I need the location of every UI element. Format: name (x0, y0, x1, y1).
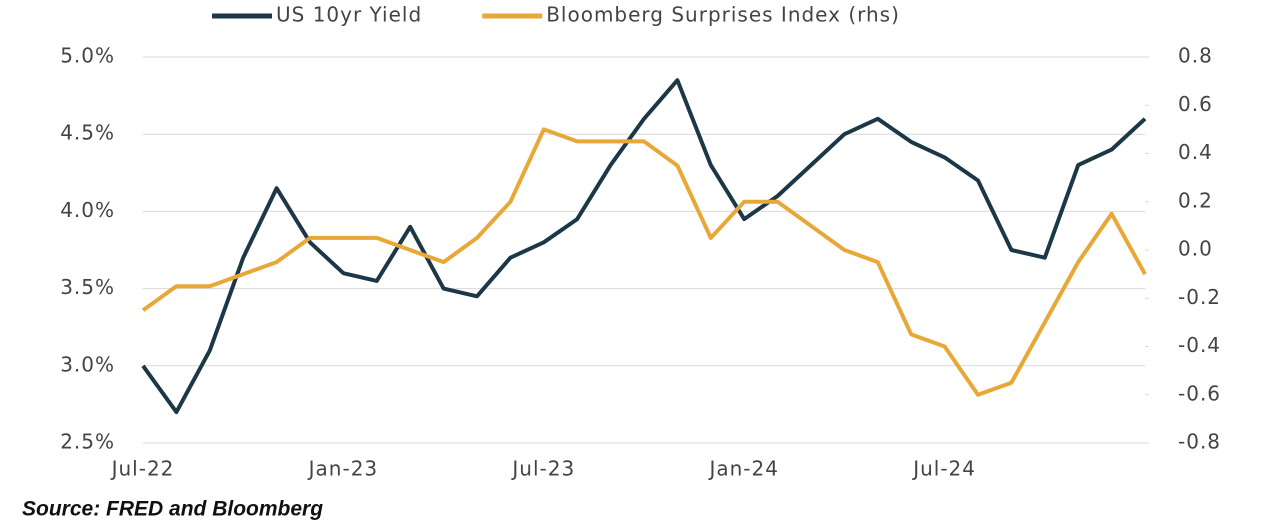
series-line (141, 127, 1147, 397)
y-tick-label: 4.0% (60, 198, 115, 222)
legend-label: Bloomberg Surprises Index (rhs) (546, 3, 900, 27)
x-tick-label: Jul-24 (911, 457, 976, 481)
y2-tick-label: 0.6 (1178, 92, 1213, 116)
x-tick-label: Jul-23 (510, 457, 575, 481)
y2-tick-label: 0.0 (1178, 237, 1213, 261)
y2-tick-label: -0.2 (1178, 285, 1221, 309)
y-tick-label: 2.5% (60, 430, 115, 454)
y-tick-label: 5.0% (60, 44, 115, 68)
y-tick-label: 3.0% (60, 352, 115, 376)
y2-tick-label: -0.6 (1178, 381, 1221, 405)
y2-tick-label: -0.8 (1178, 430, 1221, 454)
x-tick-label: Jul-22 (110, 457, 175, 481)
y-tick-label: 3.5% (60, 275, 115, 299)
x-tick-label: Jan-23 (307, 457, 379, 481)
series-line (141, 78, 1147, 415)
y2-tick-label: -0.4 (1178, 333, 1221, 357)
y2-tick-label: 0.2 (1178, 188, 1213, 212)
legend-label: US 10yr Yield (276, 3, 422, 27)
x-tick-label: Jan-24 (707, 457, 779, 481)
y2-tick-label: 0.4 (1178, 140, 1213, 164)
source-note: Source: FRED and Bloomberg (22, 498, 323, 521)
y2-tick-label: 0.8 (1178, 44, 1213, 68)
y-tick-label: 4.5% (60, 121, 115, 145)
